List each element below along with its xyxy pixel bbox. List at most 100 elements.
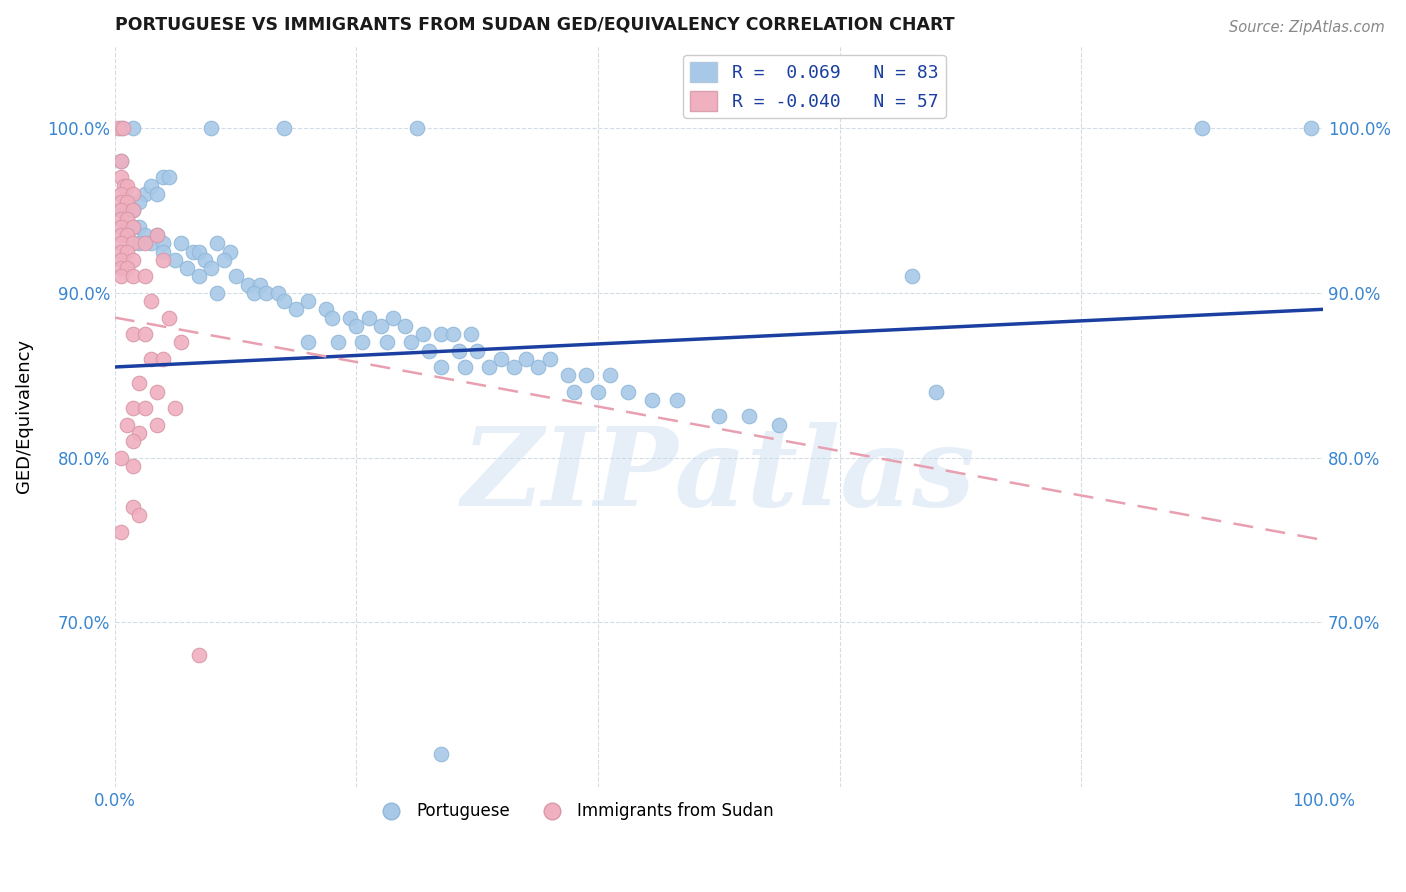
Point (115, 261, 138, 276)
Point (212, 252, 235, 267)
Point (134, 228, 156, 243)
Point (170, 335, 193, 350)
Point (110, 252, 132, 267)
Point (122, 500, 145, 514)
Point (110, 261, 132, 276)
Point (122, 219, 145, 234)
Point (562, 384, 585, 399)
Point (418, 343, 440, 358)
Point (901, 269, 924, 284)
Point (218, 244, 240, 259)
Point (146, 384, 169, 399)
Point (188, 244, 211, 259)
Point (188, 269, 211, 284)
Point (460, 326, 482, 341)
Point (738, 409, 761, 424)
Point (599, 368, 621, 383)
Point (110, 228, 132, 243)
Point (107, 121, 129, 136)
Point (194, 252, 217, 267)
Point (454, 359, 477, 374)
Point (110, 524, 132, 539)
Point (110, 170, 132, 185)
Point (381, 310, 404, 325)
Point (1299, 121, 1322, 136)
Point (449, 343, 471, 358)
Point (112, 121, 135, 136)
Legend: Portuguese, Immigrants from Sudan: Portuguese, Immigrants from Sudan (368, 796, 780, 827)
Point (1191, 121, 1213, 136)
Point (110, 195, 132, 210)
Point (128, 508, 150, 523)
Point (122, 434, 145, 449)
Point (134, 269, 156, 284)
Point (152, 170, 174, 185)
Point (110, 219, 132, 234)
Point (139, 178, 162, 193)
Point (122, 269, 145, 284)
Point (617, 384, 640, 399)
Point (115, 417, 138, 432)
Point (430, 747, 453, 762)
Point (110, 154, 132, 169)
Y-axis label: GED/Equivalency: GED/Equivalency (15, 339, 32, 493)
Point (115, 178, 138, 193)
Point (122, 186, 145, 201)
Point (170, 236, 193, 251)
Point (430, 359, 453, 374)
Point (152, 252, 174, 267)
Point (152, 236, 174, 251)
Point (200, 121, 222, 136)
Point (122, 236, 145, 251)
Point (146, 228, 169, 243)
Point (122, 458, 145, 473)
Point (478, 359, 501, 374)
Point (707, 409, 730, 424)
Point (146, 228, 169, 243)
Point (110, 154, 132, 169)
Point (502, 359, 524, 374)
Point (139, 294, 162, 309)
Point (586, 384, 609, 399)
Point (146, 186, 169, 201)
Point (515, 351, 537, 366)
Point (115, 228, 138, 243)
Point (181, 244, 204, 259)
Point (110, 269, 132, 284)
Point (641, 392, 664, 407)
Point (768, 417, 790, 432)
Point (526, 359, 548, 374)
Point (157, 170, 180, 185)
Point (225, 269, 247, 284)
Point (370, 318, 392, 333)
Point (273, 294, 295, 309)
Point (139, 351, 162, 366)
Point (122, 121, 145, 136)
Point (122, 219, 145, 234)
Point (110, 211, 132, 226)
Point (273, 121, 295, 136)
Point (115, 203, 138, 218)
Point (157, 310, 180, 325)
Point (394, 318, 416, 333)
Point (538, 351, 561, 366)
Point (200, 261, 222, 276)
Point (165, 401, 187, 416)
Point (122, 326, 145, 341)
Point (925, 384, 948, 399)
Point (412, 326, 434, 341)
Point (146, 417, 169, 432)
Point (122, 252, 145, 267)
Point (207, 285, 229, 300)
Point (188, 648, 211, 663)
Point (134, 401, 156, 416)
Point (134, 186, 156, 201)
Point (122, 203, 145, 218)
Point (110, 236, 132, 251)
Text: PORTUGUESE VS IMMIGRANTS FROM SUDAN GED/EQUIVALENCY CORRELATION CHART: PORTUGUESE VS IMMIGRANTS FROM SUDAN GED/… (115, 15, 955, 33)
Point (115, 219, 138, 234)
Point (122, 203, 145, 218)
Point (267, 285, 290, 300)
Point (285, 302, 308, 317)
Point (242, 285, 264, 300)
